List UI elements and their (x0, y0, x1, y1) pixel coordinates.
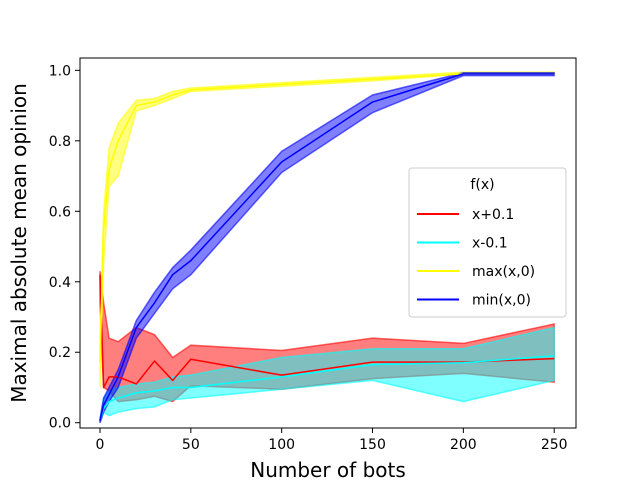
x-tick-label: 200 (450, 437, 477, 453)
line-series-2 (99, 73, 555, 363)
series-lines (99, 73, 555, 422)
legend-entry-3: min(x,0) (472, 293, 531, 309)
legend: f(x) x+0.1 x-0.1 max(x,0) min(x,0) (408, 167, 567, 318)
y-tick-label: 1.0 (49, 63, 71, 79)
legend-entry-1: x-0.1 (472, 236, 508, 252)
x-axis-ticks: 0 50 100 150 200 250 (96, 428, 568, 453)
line-series-0 (99, 274, 555, 389)
y-axis-label: Maximal absolute mean opinion (7, 83, 31, 403)
x-tick-label: 150 (359, 437, 386, 453)
y-tick-label: 0.4 (49, 275, 71, 291)
y-tick-label: 0.6 (49, 204, 71, 220)
y-tick-label: 0.8 (49, 134, 71, 150)
y-axis-ticks: 0.0 0.2 0.4 0.6 0.8 1.0 (49, 63, 80, 432)
x-tick-label: 250 (541, 437, 568, 453)
x-tick-label: 100 (268, 437, 295, 453)
legend-entry-2: max(x,0) (472, 264, 535, 280)
x-tick-label: 0 (96, 437, 105, 453)
y-tick-label: 0.0 (49, 416, 71, 432)
x-axis-label: Number of bots (250, 458, 406, 480)
legend-entry-0: x+0.1 (472, 207, 514, 223)
band-series-3 (99, 72, 555, 423)
plot-frame (79, 57, 577, 429)
line-series-3 (99, 73, 555, 422)
legend-box (408, 167, 567, 318)
line-series-1 (99, 355, 555, 422)
y-tick-label: 0.2 (49, 345, 71, 361)
x-tick-label: 50 (182, 437, 200, 453)
legend-items: x+0.1 x-0.1 max(x,0) min(x,0) (417, 207, 535, 309)
legend-title: f(x) (470, 177, 494, 193)
